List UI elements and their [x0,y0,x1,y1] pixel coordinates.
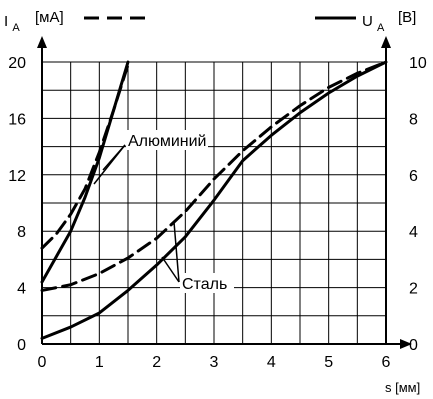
steel-leader-1 [173,221,180,283]
annotation-layer: Алюминий Сталь [93,130,234,293]
right-tick-label-10: 10 [409,55,427,72]
right-tick-label-8: 8 [409,111,418,128]
left-tick-label-16: 16 [8,111,26,128]
aluminum-leader-2 [93,144,126,185]
right-tick-label-6: 6 [409,168,418,185]
series-line-2 [40,60,388,292]
x-tick-label-6: 6 [382,354,391,371]
left-axis-symbol-sub: A [12,22,20,34]
right-y-axis-arrow [381,36,391,48]
right-tick-label-4: 4 [409,224,418,241]
series-layer [40,60,388,340]
axes-layer [37,36,412,349]
right-axis-symbol-main: U [362,13,373,30]
steel-label-bg [180,273,234,293]
right-axis-symbol: U A [362,13,385,34]
left-axis-unit: [мА] [35,9,64,26]
series-line-1 [40,60,130,284]
top-legend: I A [мА] U A [В] [4,9,416,34]
x-tick-labels: 0 1 2 3 4 5 6 s [мм] [38,354,421,395]
left-tick-label-4: 4 [17,281,26,298]
right-tick-labels: 0 2 4 6 8 10 [409,55,427,354]
x-tick-label-3: 3 [210,354,219,371]
right-tick-label-2: 2 [409,281,418,298]
x-tick-label-4: 4 [267,354,276,371]
left-tick-label-12: 12 [8,168,26,185]
series-line-3 [40,60,388,340]
left-tick-label-20: 20 [8,55,26,72]
x-tick-label-5: 5 [324,354,333,371]
left-axis-symbol-main: I [4,13,8,30]
aluminum-label-bg [126,130,208,150]
x-tick-label-2: 2 [152,354,161,371]
left-tick-label-8: 8 [17,224,26,241]
left-axis-symbol: I A [4,13,20,34]
left-tick-label-0: 0 [17,337,26,354]
x-axis-arrow [400,339,412,349]
right-axis-unit: [В] [398,9,416,26]
grid-layer [41,61,387,345]
steel-leader-2 [161,256,180,283]
steel-label: Сталь [182,276,227,293]
left-tick-labels: 0 4 8 12 16 20 [8,55,26,354]
x-axis-label: s [мм] [385,380,420,395]
x-tick-label-1: 1 [95,354,104,371]
x-tick-label-0: 0 [38,354,47,371]
left-y-axis-arrow [37,36,47,48]
right-axis-symbol-sub: A [377,22,385,34]
right-tick-label-0: 0 [409,337,418,354]
aluminum-label: Алюминий [128,133,206,150]
